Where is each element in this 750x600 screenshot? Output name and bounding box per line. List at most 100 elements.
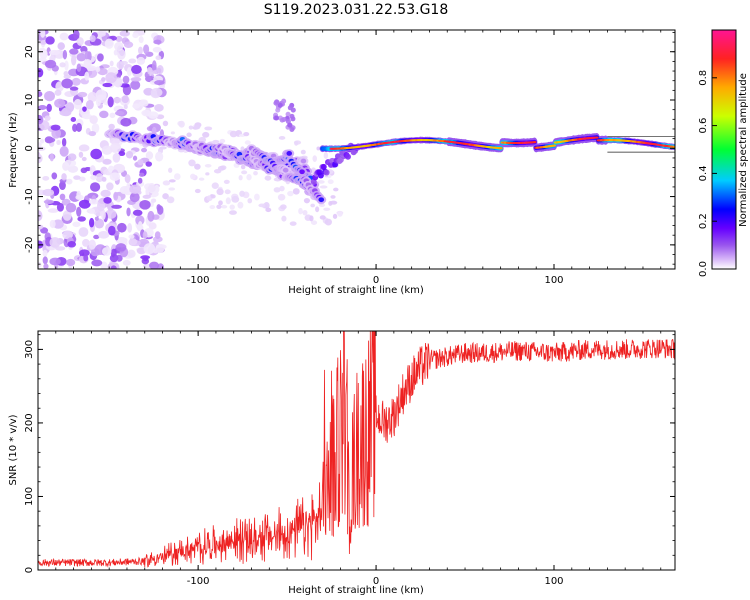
heatmap-noise-blob [109,142,122,153]
snr-ticks: -100 0 100 0 100 200 300 [24,331,675,587]
heatmap-faint-blob [209,205,216,210]
heatmap-noise-blob [143,44,150,55]
heatmap-noise-blob [129,192,140,203]
heatmap-noise-blob [42,249,48,257]
heatmap-noise-blob [127,223,133,233]
heatmap-noise-blob [42,175,50,181]
heatmap-trace-blob [274,115,280,121]
heatmap-noise-blob [101,77,106,82]
heatmap-faint-blob [170,131,175,135]
heatmap-noise-blob [107,225,116,236]
heatmap-xtick-label: 0 [373,275,379,286]
heatmap-noise-blob [149,261,160,269]
heatmap-noise-blob [82,113,93,120]
heatmap-noise-blob [97,53,104,62]
heatmap-trace-blob [287,105,293,111]
snr-frame [37,330,676,571]
heatmap-noise-blob [59,181,66,191]
heatmap-noise-blob [76,53,87,62]
heatmap-noise-blob [65,202,77,213]
heatmap-faint-blob [190,173,196,180]
heatmap-noise-blob [38,68,44,78]
heatmap-noise-blob [98,231,110,239]
heatmap-faint-blob [324,218,332,226]
heatmap-noise-blob [89,35,96,43]
heatmap-noise-blob [91,259,103,267]
heatmap-trace-blob [289,126,295,132]
heatmap-noise-blob [62,230,74,240]
heatmap-noise-blob [42,256,48,265]
heatmap-noise-blob [77,91,88,98]
colorbar-tick-label: 0.2 [698,213,709,229]
heatmap-noise-blob [91,123,100,134]
heatmap-faint-blob [303,197,311,204]
heatmap-noise-blob [154,231,161,240]
heatmap-noise-blob [120,117,132,127]
heatmap-noise-blob [45,36,55,45]
heatmap-xlabel: Height of straight line (km) [288,285,424,296]
heatmap-faint-blob [220,204,228,209]
heatmap-noise-blob [100,261,108,269]
heatmap-noise-blob [42,188,55,197]
heatmap-noise-blob [38,261,42,268]
heatmap-tone-core [594,136,599,139]
heatmap-noise-blob [156,204,162,211]
heatmap-noise-blob [109,112,116,119]
heatmap-noise-blob [155,55,162,60]
heatmap-noise-blob [142,256,149,262]
heatmap-faint-blob [280,204,287,210]
heatmap-noise-blob [51,128,62,139]
snr-ytick-label: 200 [24,413,35,432]
heatmap-frame [37,29,676,270]
heatmap-noise-blob [93,234,100,240]
heatmap-faint-blob [204,126,213,131]
heatmap-noise-blob [39,138,45,144]
heatmap-noise-blob [88,131,97,137]
heatmap-noise-blob [114,41,124,51]
heatmap-faint-blob [194,163,201,170]
snr-series-line [38,331,675,568]
heatmap-faint-blob [310,203,315,208]
heatmap-noise-blob [152,46,162,53]
heatmap-faint-blob [302,209,308,216]
heatmap-noise-blob [126,66,132,77]
heatmap-noise-blob [155,244,165,254]
snr-ytick-label: 0 [24,567,35,573]
colorbar-tick-label: 0.4 [698,165,709,181]
heatmap-noise-blob [126,249,136,258]
heatmap-noise-blob [115,35,123,43]
heatmap-transition-blob [323,169,330,176]
heatmap-noise-blob [138,100,149,107]
heatmap-noise-blob [88,217,95,228]
heatmap-noise-blob [101,247,112,256]
heatmap-faint-blob [194,188,201,194]
heatmap-noise-blob [135,215,145,226]
heatmap-noise-blob [122,75,130,84]
heatmap-noise-blob [78,249,90,257]
heatmap-ytick-label: -10 [24,188,35,204]
heatmap-noise-blob [65,102,75,113]
heatmap-noise-blob [73,98,82,110]
heatmap-faint-blob [310,220,318,225]
heatmap-xtick-label: 100 [544,275,563,286]
heatmap-noise-blob [128,234,135,239]
heatmap-faint-blob [323,152,329,159]
heatmap-trace-blob [318,197,325,203]
heatmap-noise-blob [84,50,90,61]
heatmap-noise-blob [44,115,51,121]
heatmap-noise-blob [76,190,82,200]
heatmap-noise-blob [81,156,87,162]
heatmap-faint-blob [210,194,216,199]
heatmap-faint-blob [162,193,169,200]
heatmap-trace-blob [299,169,305,175]
heatmap-noise-blob [63,70,69,77]
heatmap-noise-blob [138,36,144,44]
heatmap-noise-blob [61,173,67,181]
heatmap-noise-blob [94,218,105,229]
heatmap-faint-blob [292,188,300,195]
heatmap-noise-blob [95,89,107,101]
colorbar-frame [711,29,737,270]
heatmap-noise-blob [150,198,157,203]
